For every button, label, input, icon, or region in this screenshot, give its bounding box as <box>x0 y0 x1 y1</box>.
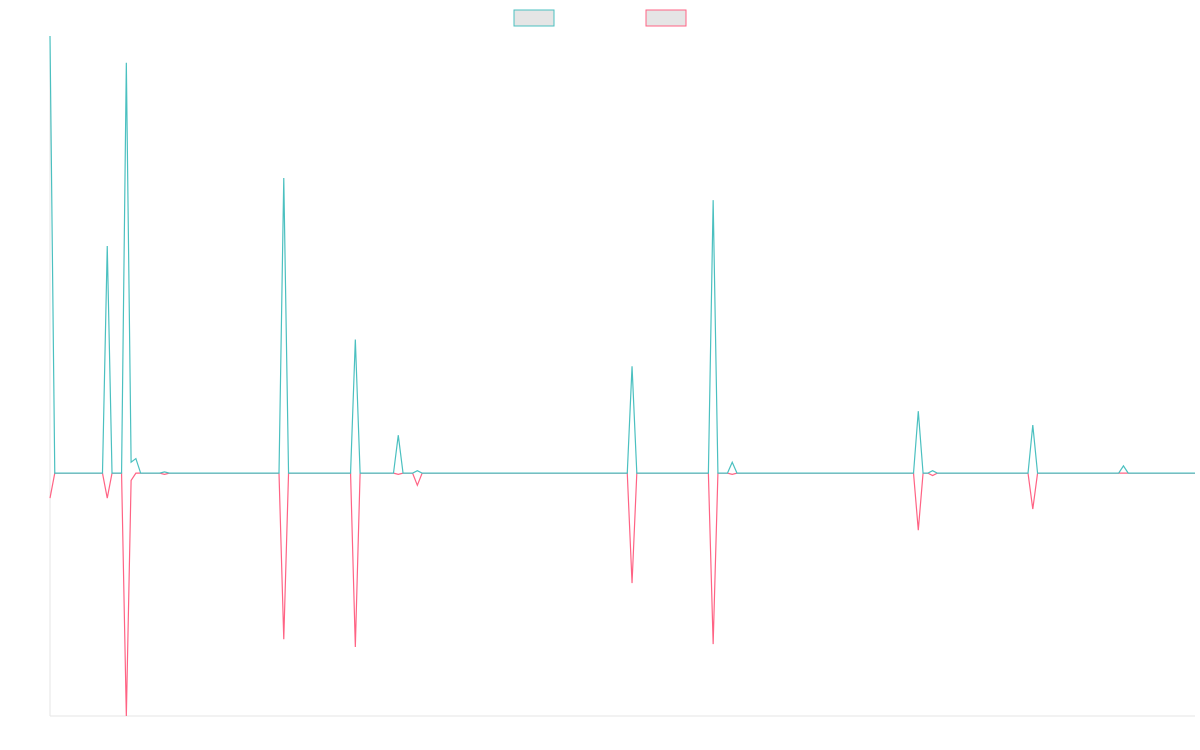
series-line <box>49 472 1195 717</box>
legend-swatch <box>513 9 555 27</box>
series-line <box>49 35 1195 474</box>
legend-swatch <box>645 9 687 27</box>
